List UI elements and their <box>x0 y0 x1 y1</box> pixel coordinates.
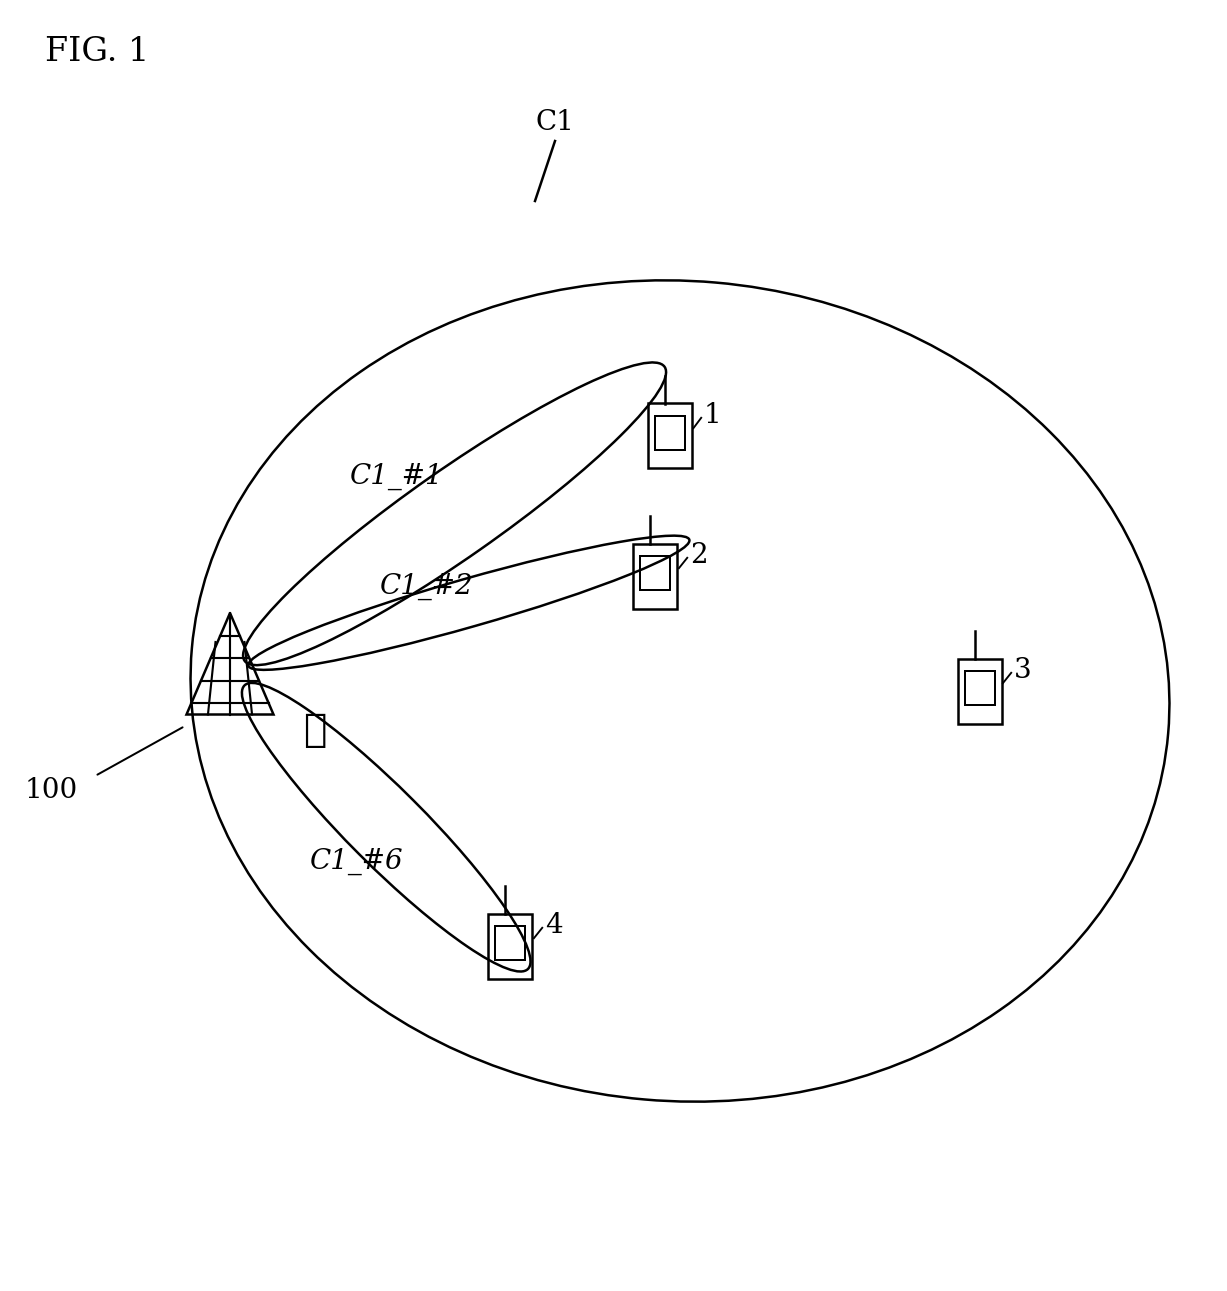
Text: C1_#6: C1_#6 <box>310 847 404 874</box>
Bar <box>494 926 525 959</box>
Bar <box>640 556 670 590</box>
Text: 3: 3 <box>1014 657 1032 684</box>
Bar <box>958 658 1002 723</box>
Bar <box>655 416 685 449</box>
Text: C1_#2: C1_#2 <box>380 572 474 599</box>
Text: FIG. 1: FIG. 1 <box>45 36 150 68</box>
Bar <box>648 404 692 469</box>
Bar <box>964 671 995 705</box>
Text: C1: C1 <box>535 108 574 136</box>
Text: 1: 1 <box>704 402 721 429</box>
Text: C1_#1: C1_#1 <box>350 462 444 489</box>
Text: 4: 4 <box>545 911 563 939</box>
Text: ⋮: ⋮ <box>303 713 326 750</box>
Bar <box>488 914 533 979</box>
Text: 2: 2 <box>691 542 708 569</box>
Bar <box>633 544 677 608</box>
Text: 100: 100 <box>25 777 79 804</box>
